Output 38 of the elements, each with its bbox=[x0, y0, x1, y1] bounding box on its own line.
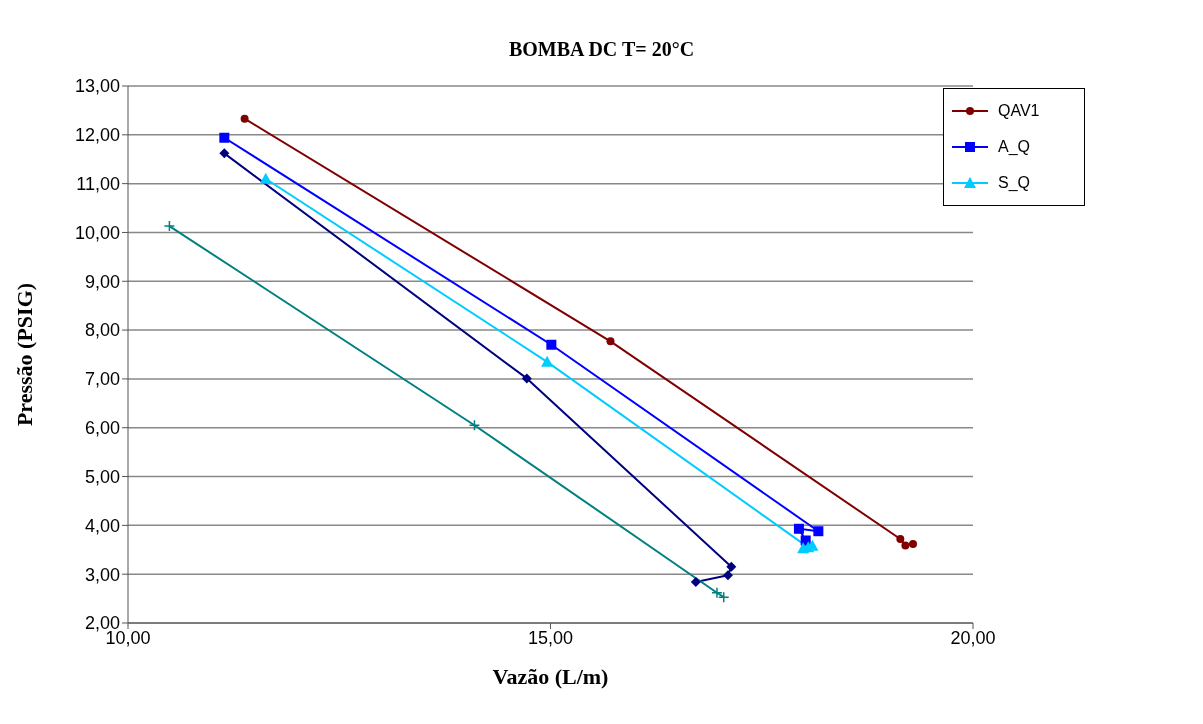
legend-label: S_Q bbox=[998, 174, 1031, 192]
y-tick-label: 4,00 bbox=[84, 515, 120, 536]
legend-label: QAV1 bbox=[998, 102, 1040, 120]
y-tick-label: 5,00 bbox=[84, 466, 120, 487]
legend-label: A_Q bbox=[998, 138, 1031, 156]
y-tick-label: 10,00 bbox=[74, 222, 120, 243]
y-tick-label: 3,00 bbox=[84, 564, 120, 585]
point bbox=[546, 339, 557, 350]
y-tick-label: 6,00 bbox=[84, 418, 120, 439]
y-tick-label: 12,00 bbox=[74, 125, 120, 146]
point bbox=[240, 114, 249, 123]
point bbox=[219, 148, 230, 159]
point bbox=[726, 561, 737, 572]
x-tick-label: 15,00 bbox=[527, 627, 574, 648]
point bbox=[793, 523, 804, 534]
point bbox=[541, 355, 554, 367]
y-tick-label: 8,00 bbox=[84, 320, 120, 341]
point bbox=[606, 337, 615, 346]
chart-title: BOMBA DC T= 20°C bbox=[507, 38, 696, 61]
x-tick-label: 20,00 bbox=[950, 627, 996, 648]
point bbox=[797, 542, 810, 554]
point bbox=[896, 535, 905, 544]
point bbox=[690, 576, 701, 587]
point bbox=[909, 539, 918, 548]
y-tick-label: 13,00 bbox=[74, 76, 120, 97]
y-tick-label: 9,00 bbox=[84, 271, 120, 292]
point bbox=[722, 570, 733, 581]
x-axis-title: Vazão (L/m) bbox=[492, 663, 609, 689]
point bbox=[813, 526, 824, 537]
point bbox=[521, 373, 532, 384]
y-tick-label: 11,00 bbox=[76, 174, 120, 195]
point bbox=[468, 419, 481, 432]
point bbox=[259, 172, 272, 184]
y-axis-title: Pressão (PSIG) bbox=[11, 282, 37, 427]
y-tick-label: 7,00 bbox=[84, 369, 120, 390]
point bbox=[163, 220, 176, 232]
point bbox=[901, 541, 910, 550]
point bbox=[219, 132, 230, 143]
